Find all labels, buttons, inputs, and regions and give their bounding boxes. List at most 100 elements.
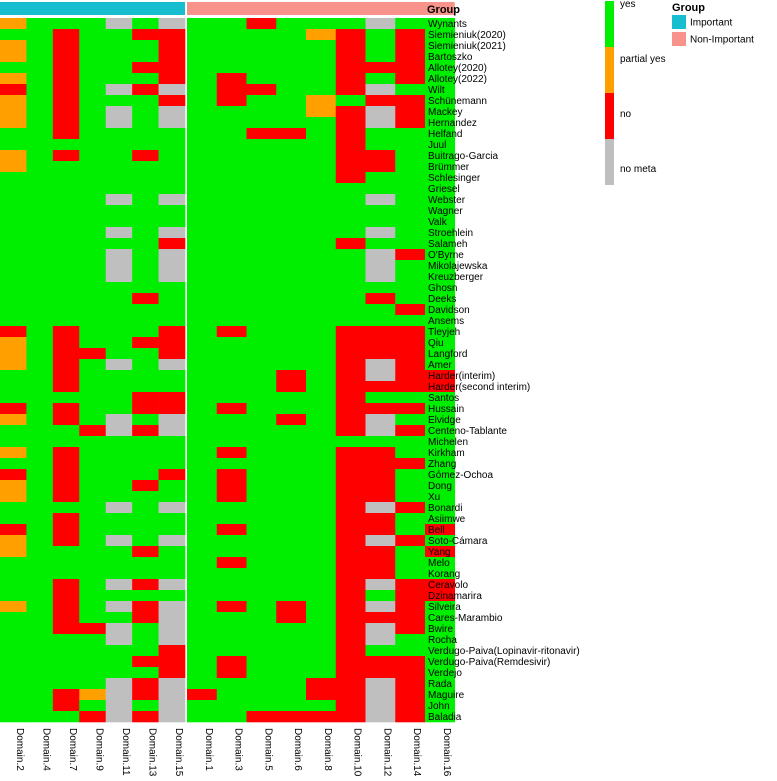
heatmap-cell bbox=[26, 480, 54, 492]
heatmap-cell bbox=[26, 249, 54, 261]
heatmap-cell bbox=[105, 337, 133, 349]
heatmap-cell bbox=[0, 447, 27, 459]
heatmap-cell bbox=[276, 348, 307, 360]
heatmap-cell bbox=[26, 403, 54, 415]
heatmap-cell bbox=[246, 414, 277, 426]
heatmap-cell bbox=[246, 73, 277, 85]
heatmap-cell bbox=[365, 238, 396, 250]
heatmap-cell bbox=[306, 227, 337, 239]
heatmap-cell bbox=[395, 95, 426, 107]
heatmap-cell bbox=[395, 469, 426, 481]
heatmap-cell bbox=[395, 447, 426, 459]
heatmap-cell bbox=[365, 469, 396, 481]
heatmap-cell bbox=[158, 84, 186, 96]
heatmap-cell bbox=[335, 293, 366, 305]
heatmap-cell bbox=[26, 689, 54, 701]
row-label: Soto-Cámara bbox=[428, 536, 488, 547]
heatmap-cell bbox=[105, 436, 133, 448]
heatmap-cell bbox=[335, 282, 366, 294]
heatmap-cell bbox=[335, 84, 366, 96]
group-bar-non-important bbox=[187, 2, 455, 15]
heatmap-cell bbox=[52, 238, 80, 250]
heatmap-cell bbox=[158, 315, 186, 327]
heatmap-cell bbox=[79, 359, 107, 371]
heatmap-cell bbox=[105, 458, 133, 470]
heatmap-cell bbox=[365, 711, 396, 723]
heatmap-cell bbox=[79, 612, 107, 624]
heatmap-cell bbox=[187, 260, 218, 272]
heatmap-cell bbox=[425, 502, 456, 514]
heatmap-cell bbox=[158, 139, 186, 151]
heatmap-cell bbox=[26, 579, 54, 591]
heatmap-cell bbox=[52, 106, 80, 118]
heatmap-cell bbox=[26, 458, 54, 470]
heatmap-cell bbox=[335, 700, 366, 712]
heatmap-cell bbox=[187, 315, 218, 327]
column-label: Domain.6 bbox=[292, 728, 303, 771]
heatmap-cell bbox=[395, 425, 426, 437]
heatmap-cell bbox=[26, 535, 54, 547]
heatmap-cell bbox=[26, 612, 54, 624]
heatmap-cell bbox=[79, 480, 107, 492]
heatmap-cell bbox=[52, 590, 80, 602]
heatmap-cell bbox=[187, 51, 218, 63]
heatmap-cell bbox=[52, 139, 80, 151]
heatmap-cell bbox=[365, 590, 396, 602]
heatmap-cell bbox=[395, 227, 426, 239]
heatmap-cell bbox=[187, 238, 218, 250]
heatmap-cell bbox=[158, 381, 186, 393]
heatmap-cell bbox=[276, 414, 307, 426]
heatmap-cell bbox=[276, 150, 307, 162]
heatmap-cell bbox=[158, 73, 186, 85]
heatmap-cell bbox=[105, 359, 133, 371]
heatmap-cell bbox=[425, 557, 456, 569]
heatmap-cell bbox=[79, 535, 107, 547]
heatmap-cell bbox=[425, 95, 456, 107]
heatmap-cell bbox=[276, 51, 307, 63]
heatmap-cell bbox=[425, 590, 456, 602]
heatmap-cell bbox=[276, 469, 307, 481]
heatmap-cell bbox=[335, 238, 366, 250]
heatmap-cell bbox=[52, 161, 80, 173]
heatmap-cell bbox=[26, 623, 54, 635]
heatmap-cell bbox=[395, 150, 426, 162]
row-label: Amer bbox=[428, 360, 453, 371]
heatmap-cell bbox=[395, 84, 426, 96]
row-label: Melo bbox=[428, 558, 450, 569]
heatmap-cell bbox=[105, 480, 133, 492]
heatmap-cell bbox=[395, 634, 426, 646]
heatmap-cell bbox=[395, 238, 426, 250]
heatmap-cell bbox=[365, 18, 396, 30]
heatmap-cell bbox=[52, 656, 80, 668]
heatmap-cell bbox=[216, 480, 247, 492]
heatmap-cell bbox=[52, 700, 80, 712]
heatmap-cell bbox=[0, 436, 27, 448]
heatmap-cell bbox=[425, 348, 456, 360]
heatmap-cell bbox=[158, 711, 186, 723]
heatmap-cell bbox=[0, 128, 27, 140]
heatmap-cell bbox=[306, 414, 337, 426]
heatmap-cell bbox=[132, 183, 159, 195]
heatmap-cell bbox=[335, 216, 366, 228]
heatmap-cell bbox=[365, 392, 396, 404]
heatmap-cell bbox=[335, 139, 366, 151]
heatmap-cell bbox=[132, 513, 159, 525]
heatmap-cell bbox=[395, 678, 426, 690]
heatmap-cell bbox=[158, 568, 186, 580]
heatmap-cell bbox=[276, 29, 307, 41]
heatmap-cell bbox=[0, 95, 27, 107]
heatmap-cell bbox=[216, 469, 247, 481]
column-label: Domain.2 bbox=[14, 728, 25, 771]
heatmap-cell bbox=[425, 392, 456, 404]
heatmap-cell bbox=[187, 689, 218, 701]
heatmap-cell bbox=[105, 491, 133, 503]
heatmap-cell bbox=[132, 546, 159, 558]
heatmap-cell bbox=[0, 18, 27, 30]
heatmap-cell bbox=[335, 425, 366, 437]
heatmap-cell bbox=[425, 667, 456, 679]
heatmap-cell bbox=[395, 348, 426, 360]
heatmap-cell bbox=[0, 491, 27, 503]
heatmap-cell bbox=[187, 150, 218, 162]
heatmap-cell bbox=[52, 117, 80, 129]
row-label: Valk bbox=[428, 217, 448, 228]
